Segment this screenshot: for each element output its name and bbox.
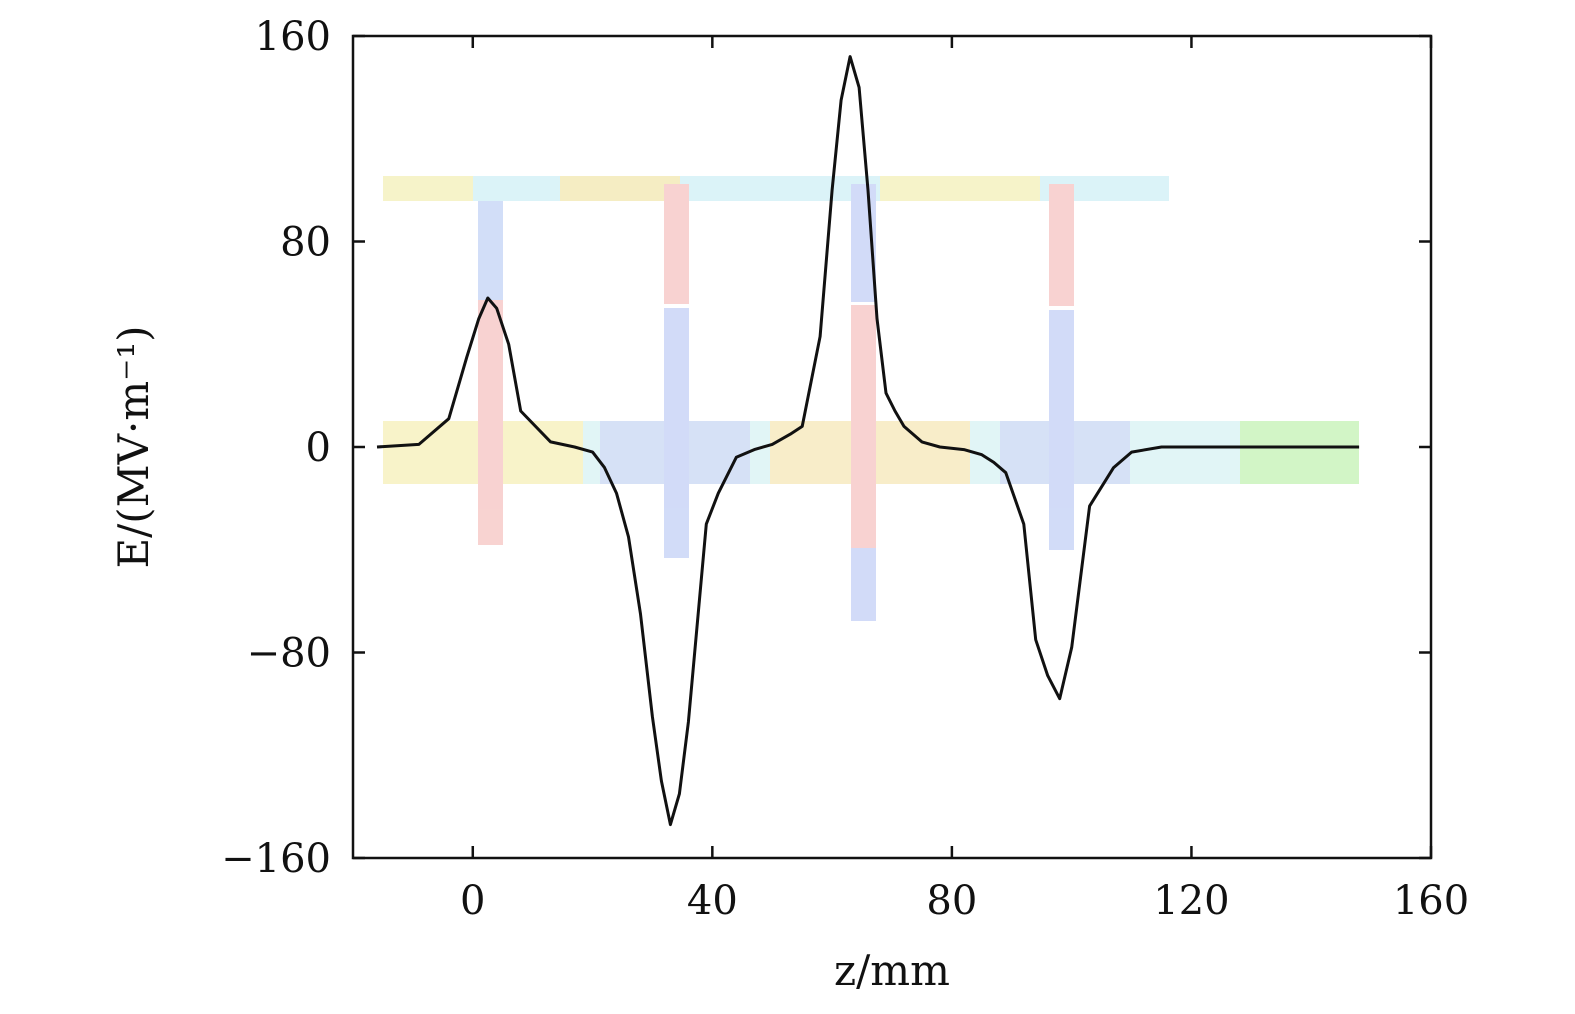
y-axis-label: E/(MV·m⁻¹) [109,325,158,568]
field-map-vane [851,548,876,621]
field-map-underlay [383,176,1359,621]
x-tick-label: 160 [1393,878,1469,924]
series-line-E [376,55,1360,827]
y-tick-label: 160 [255,14,331,60]
x-tick-label: 80 [926,878,977,924]
ticks [353,34,1433,860]
field-map-vane [1049,310,1074,550]
x-tick-label: 40 [687,878,738,924]
field-map-vane [664,308,689,558]
y-tick-label: −80 [247,631,331,677]
field-map-vane [478,300,503,545]
x-tick-label: 120 [1153,878,1229,924]
field-map-vane [1049,184,1074,306]
field-map-top-bar-patch [880,176,1040,201]
x-tick-label: 0 [460,878,485,924]
field-map-vane [851,305,876,548]
y-tick-label: 0 [306,425,331,471]
x-axis-label: z/mm [834,946,950,995]
y-tick-label: 80 [280,220,331,266]
field-map-top-bar-patch [560,176,680,201]
field-map-top-bar-patch [383,176,473,201]
field-map-bottom-bar-green [1240,421,1359,484]
y-tick-label: −160 [221,836,331,882]
tick-labels: 0 40 80 120 160 −160 −80 0 80 160 [221,14,1469,924]
field-map-vane [664,184,689,304]
